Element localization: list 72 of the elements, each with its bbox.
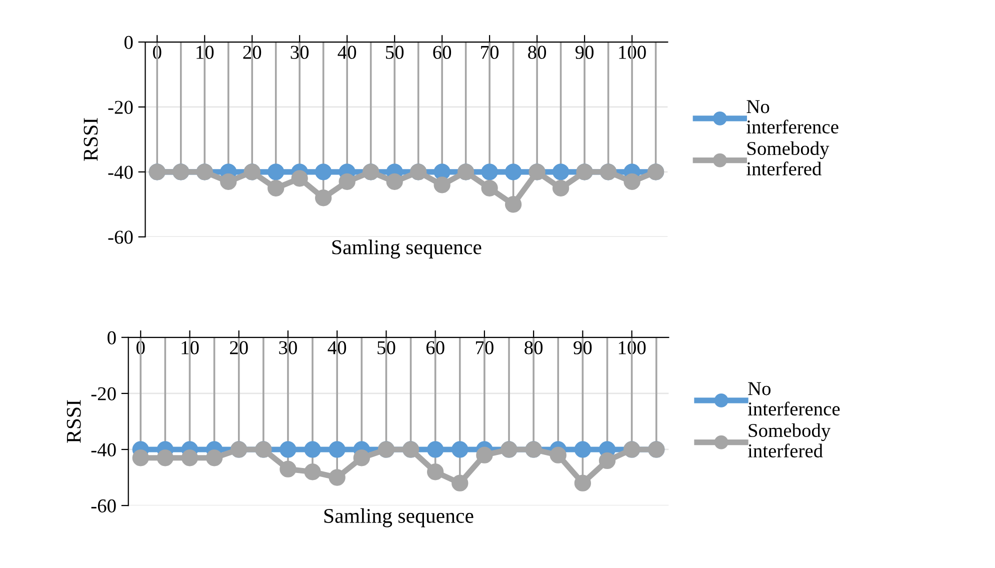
x-tick-label: 10 bbox=[182, 341, 199, 354]
x-tick-label: 50 bbox=[386, 46, 404, 59]
point bbox=[353, 450, 370, 466]
point bbox=[550, 446, 566, 464]
point bbox=[624, 173, 640, 190]
legend-label: No interference bbox=[746, 100, 838, 134]
point bbox=[268, 164, 284, 180]
x-tick-label: 10 bbox=[196, 46, 214, 59]
y-tick-label: -20 bbox=[108, 100, 133, 114]
point bbox=[504, 196, 522, 213]
x-tick-label: 70 bbox=[476, 341, 494, 354]
x-tick-label: 40 bbox=[328, 341, 346, 354]
point bbox=[481, 164, 498, 180]
point bbox=[427, 464, 444, 480]
point bbox=[268, 180, 284, 196]
point bbox=[304, 441, 321, 458]
point bbox=[386, 173, 403, 190]
x-tick-label: 90 bbox=[574, 341, 592, 354]
x-tick-label: 20 bbox=[230, 341, 248, 354]
point bbox=[427, 441, 444, 458]
x-tick-label: 40 bbox=[338, 46, 356, 59]
point bbox=[434, 176, 450, 194]
y-axis-title: RSSI bbox=[84, 118, 98, 161]
legend-label: Somebody interfered bbox=[746, 141, 830, 176]
y-tick-label: -40 bbox=[108, 166, 133, 179]
y-axis-title: RSSI bbox=[66, 400, 81, 443]
x-tick-label: 100 bbox=[618, 341, 646, 354]
point bbox=[598, 452, 616, 470]
point bbox=[304, 464, 321, 480]
point bbox=[206, 450, 223, 466]
point bbox=[220, 173, 237, 190]
point bbox=[280, 441, 296, 458]
point bbox=[574, 474, 592, 492]
x-tick-label: 30 bbox=[279, 341, 297, 354]
point bbox=[452, 474, 468, 492]
point bbox=[291, 170, 308, 187]
x-tick-label: 30 bbox=[290, 46, 309, 59]
point bbox=[481, 180, 498, 196]
x-tick-label: 20 bbox=[243, 46, 262, 59]
point bbox=[280, 460, 296, 478]
point bbox=[338, 173, 356, 190]
point bbox=[156, 450, 174, 466]
point bbox=[315, 164, 332, 180]
y-tick-label: -40 bbox=[91, 443, 116, 456]
y-tick-label: -60 bbox=[108, 230, 133, 244]
x-tick-label: 100 bbox=[619, 46, 646, 59]
point bbox=[574, 441, 592, 458]
point bbox=[132, 450, 149, 466]
point bbox=[476, 446, 493, 464]
x-tick-label: 50 bbox=[378, 341, 396, 354]
point bbox=[328, 441, 346, 458]
y-tick-label: -20 bbox=[91, 387, 116, 400]
point bbox=[552, 180, 570, 196]
x-tick-label: 80 bbox=[524, 341, 543, 354]
legend-label: No interference bbox=[748, 382, 840, 416]
point bbox=[504, 164, 522, 180]
x-tick-label: 70 bbox=[481, 46, 499, 59]
point bbox=[552, 164, 570, 180]
y-tick-label: 0 bbox=[108, 331, 116, 344]
y-tick-label: -60 bbox=[91, 499, 116, 512]
x-tick-label: 60 bbox=[433, 46, 452, 59]
point bbox=[181, 450, 198, 466]
point bbox=[452, 441, 468, 458]
point bbox=[315, 190, 332, 206]
x-tick-label: 80 bbox=[528, 46, 546, 59]
x-axis-title: Samling sequence bbox=[324, 508, 474, 528]
x-tick-label: 60 bbox=[426, 341, 444, 354]
legend-label: Somebody interfered bbox=[748, 423, 831, 458]
x-axis-title: Samling sequence bbox=[332, 240, 482, 259]
y-tick-label: 0 bbox=[124, 36, 133, 49]
x-tick-label: 90 bbox=[575, 46, 594, 59]
point bbox=[328, 469, 346, 486]
